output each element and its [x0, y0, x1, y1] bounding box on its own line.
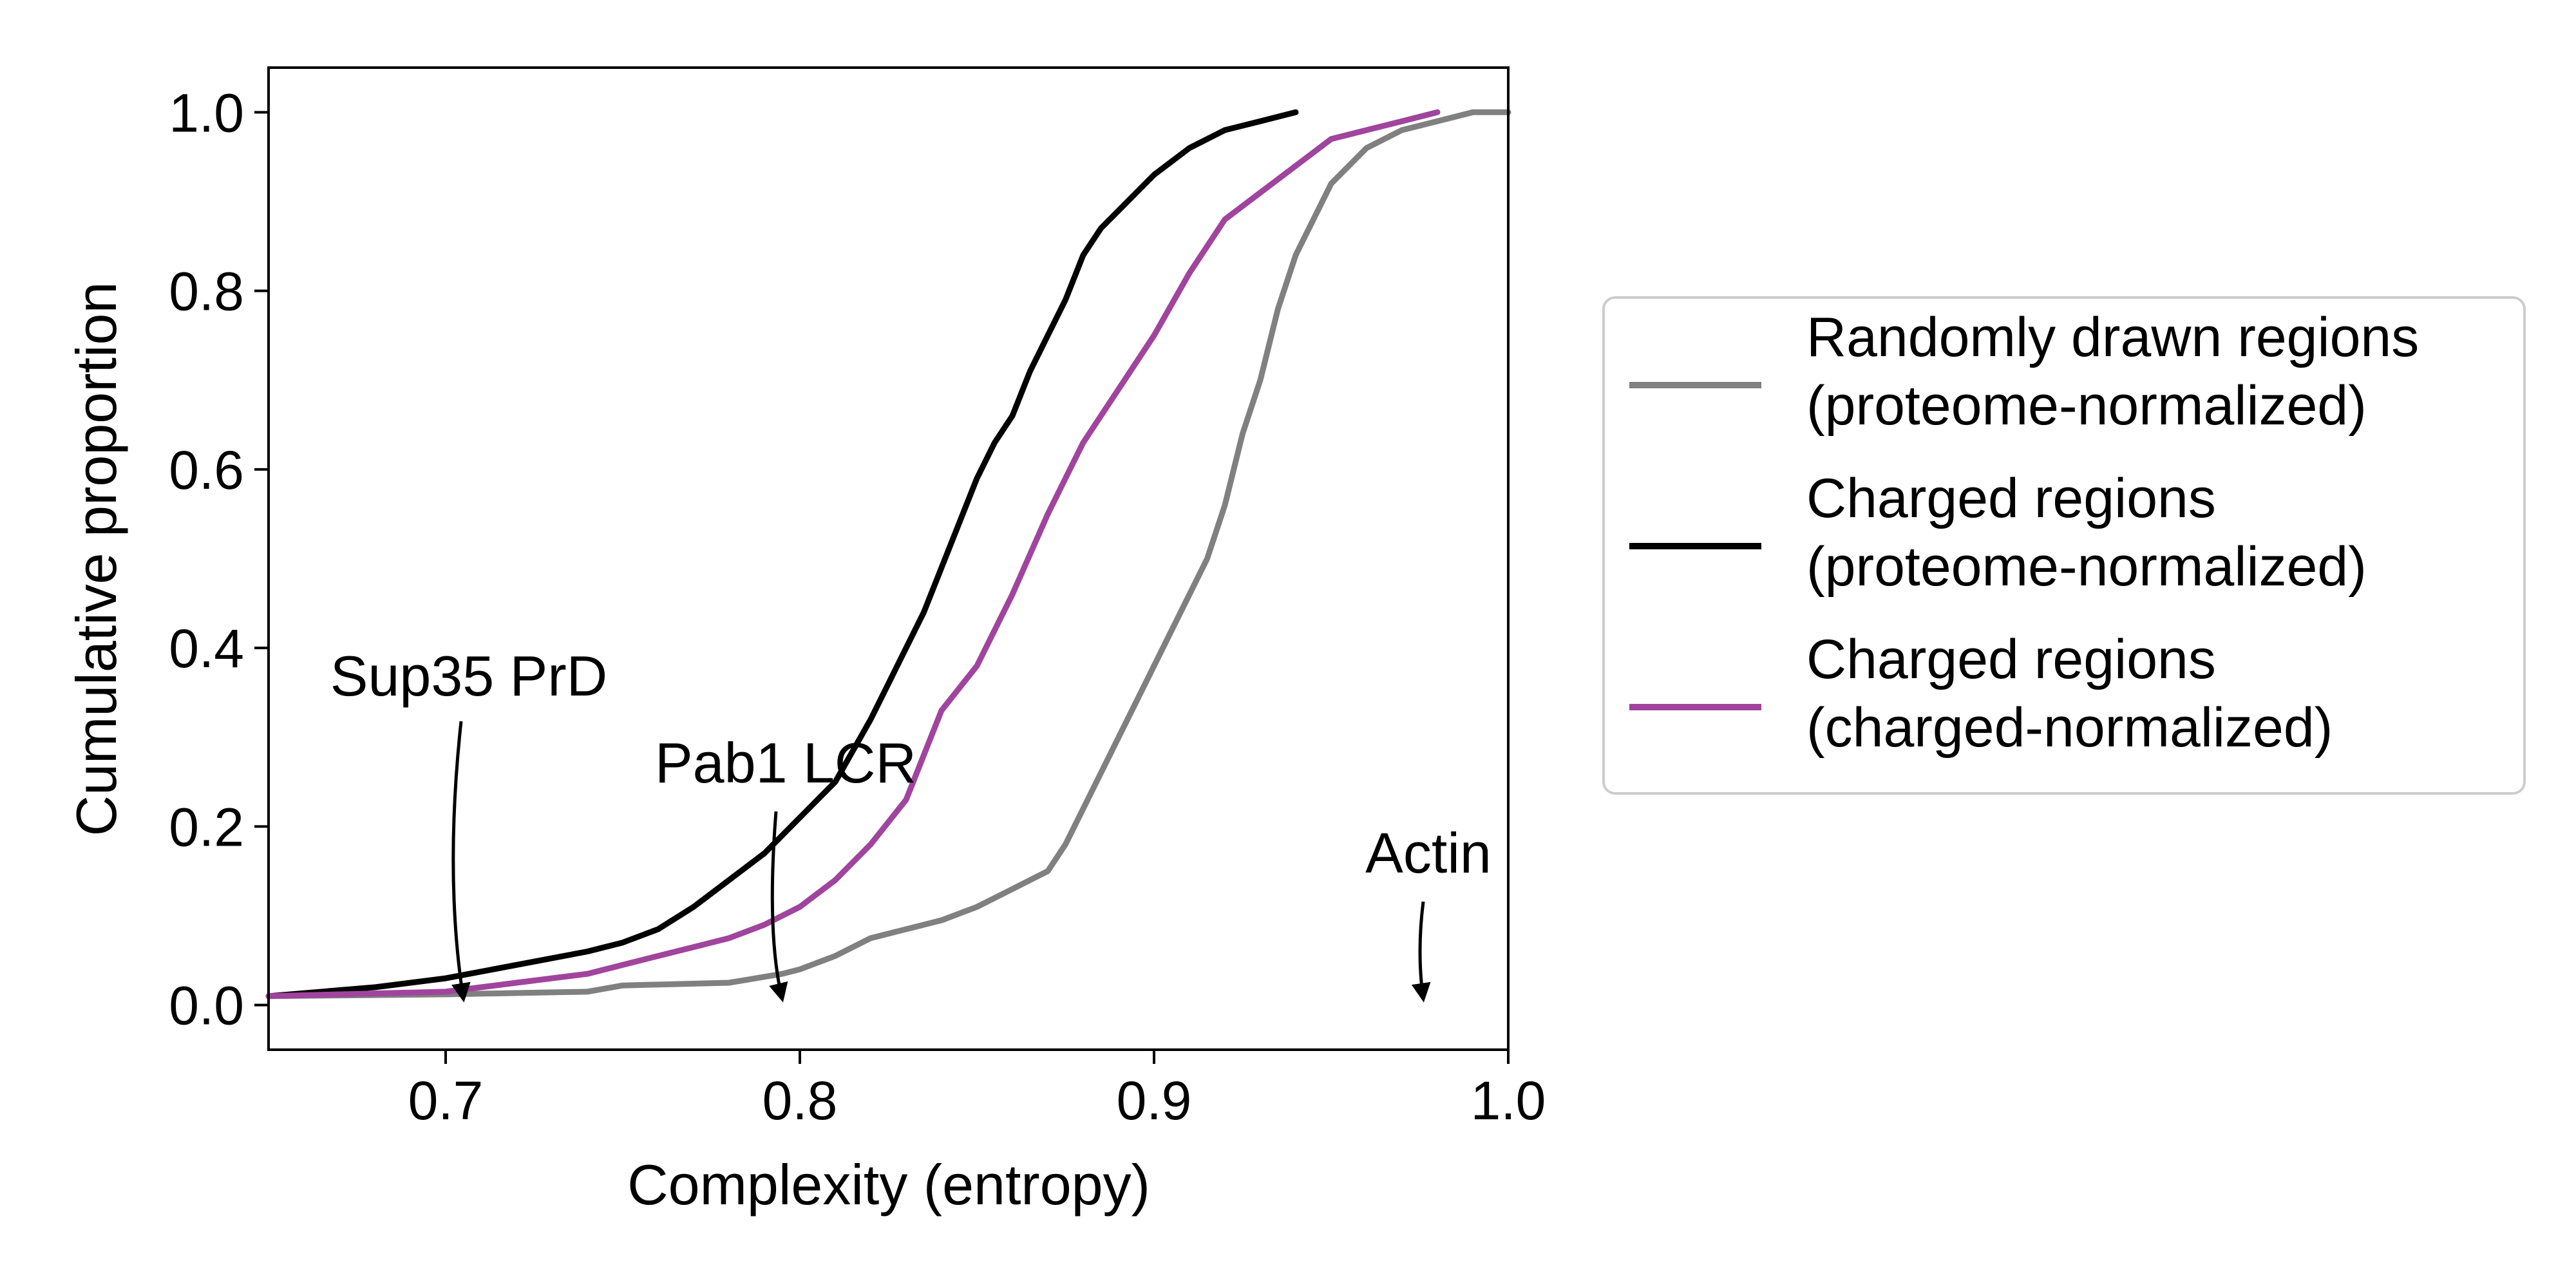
- x-tick-label: 0.8: [762, 1070, 838, 1131]
- y-tick-label: 0.6: [169, 440, 244, 500]
- annotation-label: Sup35 PrD: [330, 644, 607, 708]
- annotation-layer: Sup35 PrD Pab1 LCR Actin: [330, 644, 1492, 1003]
- plot-area: [269, 68, 1508, 1050]
- series-line-2: [265, 109, 1441, 999]
- series-line-1: [265, 109, 1299, 999]
- y-axis-label: Cumulative proportion: [64, 282, 128, 837]
- legend-entry: Randomly drawn regions (proteome-normaliz…: [1806, 307, 2419, 437]
- x-axis: 0.7 0.8 0.9 1.0: [408, 1050, 1546, 1131]
- legend-entry: Charged regions (charged-normalized): [1806, 629, 2333, 759]
- series-layer: [265, 109, 1511, 999]
- y-axis: 0.0 0.2 0.4 0.6 0.8 1.0: [169, 82, 269, 1036]
- annotation-label: Actin: [1365, 821, 1492, 885]
- x-axis-label: Complexity (entropy): [627, 1153, 1150, 1217]
- y-tick-label: 0.0: [169, 976, 244, 1036]
- legend-items: Randomly drawn regions (proteome-normaliz…: [1629, 307, 2419, 759]
- legend-box: [1602, 296, 2526, 795]
- x-tick-label: 1.0: [1471, 1070, 1546, 1131]
- x-tick-label: 0.9: [1117, 1070, 1192, 1131]
- plot-frame: [267, 66, 1510, 1051]
- series-line-0: [265, 109, 1511, 999]
- annotation-arrow: [769, 811, 788, 1003]
- annotation-label: Pab1 LCR: [655, 731, 916, 795]
- y-tick-label: 0.8: [169, 261, 244, 322]
- y-tick-label: 0.2: [169, 797, 244, 857]
- legend: Randomly drawn regions (proteome-normaliz…: [1602, 296, 2526, 795]
- y-tick-label: 1.0: [169, 82, 244, 143]
- x-tick-label: 0.7: [408, 1070, 484, 1131]
- annotation-arrow: [451, 721, 471, 1003]
- annotation-arrow: [1411, 901, 1431, 1003]
- y-tick-label: 0.4: [169, 618, 244, 679]
- legend-entry: Charged regions (proteome-normalized): [1806, 468, 2367, 598]
